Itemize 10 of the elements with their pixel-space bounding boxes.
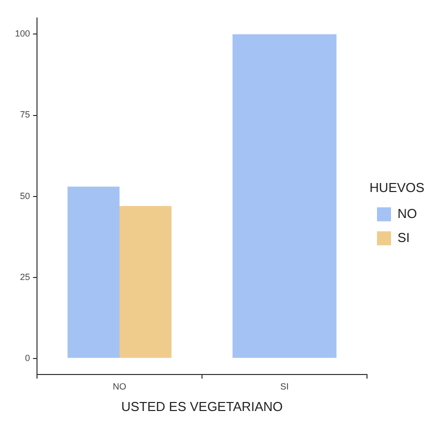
- y-tick-label: 100: [14, 28, 30, 39]
- x-axis-title: USTED ES VEGETARIANO: [121, 398, 283, 414]
- bar: [120, 206, 172, 358]
- legend-title: HUEVOS: [370, 180, 425, 195]
- y-tick-label: 50: [20, 190, 30, 201]
- legend-label: SI: [398, 230, 410, 245]
- legend-label: NO: [398, 206, 417, 221]
- y-tick-label: 0: [25, 352, 30, 363]
- y-tick-label: 25: [20, 272, 30, 282]
- y-tick-label: 75: [20, 110, 30, 120]
